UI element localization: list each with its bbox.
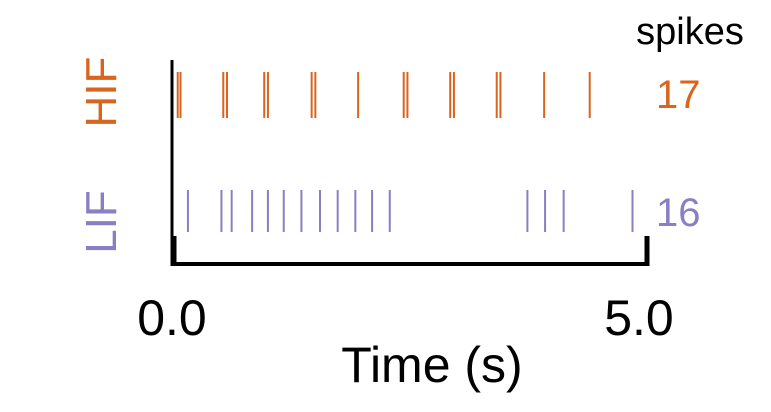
series-label-lif: LIF (77, 190, 126, 254)
spike-count-lif: 16 (656, 191, 701, 235)
spike-count-hif: 17 (656, 73, 701, 117)
x-tick-label-end: 5.0 (604, 290, 674, 346)
series-label-hif: HIF (77, 57, 126, 128)
spike-train-hif (176, 72, 591, 118)
x-axis-label: Time (s) (341, 337, 522, 393)
spike-count-header: spikes (636, 11, 744, 53)
spike-train-lif (186, 190, 634, 232)
x-tick-label-start: 0.0 (137, 290, 207, 346)
